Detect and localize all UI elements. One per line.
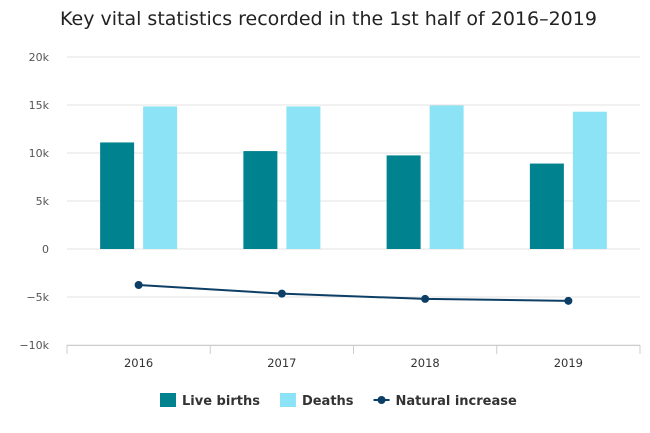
bar-deaths [572,111,607,249]
bar-live-births [386,155,421,249]
legend-swatch [279,393,296,407]
legend-marker [377,396,386,404]
chart-title: Key vital statistics recorded in the 1st… [60,8,597,30]
line-natural-increase [138,284,569,302]
bar-deaths [429,105,464,249]
bar-deaths [286,106,321,249]
line-point [421,294,430,303]
legend-label: Live births [182,394,260,409]
bar-live-births [100,142,135,249]
y-tick-label: 15k [29,99,50,112]
line-point [277,289,286,298]
legend-label: Natural increase [396,394,517,409]
bar-live-births [243,151,278,249]
x-tick-label: 2016 [124,356,153,370]
y-tick-label: 20k [29,51,50,64]
legend-swatch [160,393,176,407]
line-point [564,296,573,305]
line-point [134,281,143,289]
y-tick-label: −5k [26,291,49,304]
bar-live-births [529,163,564,249]
y-tick-label: 0 [42,243,49,256]
x-tick-label: 2019 [554,356,583,370]
legend-label: Deaths [302,394,354,409]
x-tick-label: 2017 [267,356,296,370]
bar-deaths [143,106,178,249]
y-tick-label: 10k [29,147,50,160]
y-tick-label: −10k [19,339,49,352]
x-tick-label: 2018 [410,356,439,370]
y-tick-label: 5k [36,195,50,208]
